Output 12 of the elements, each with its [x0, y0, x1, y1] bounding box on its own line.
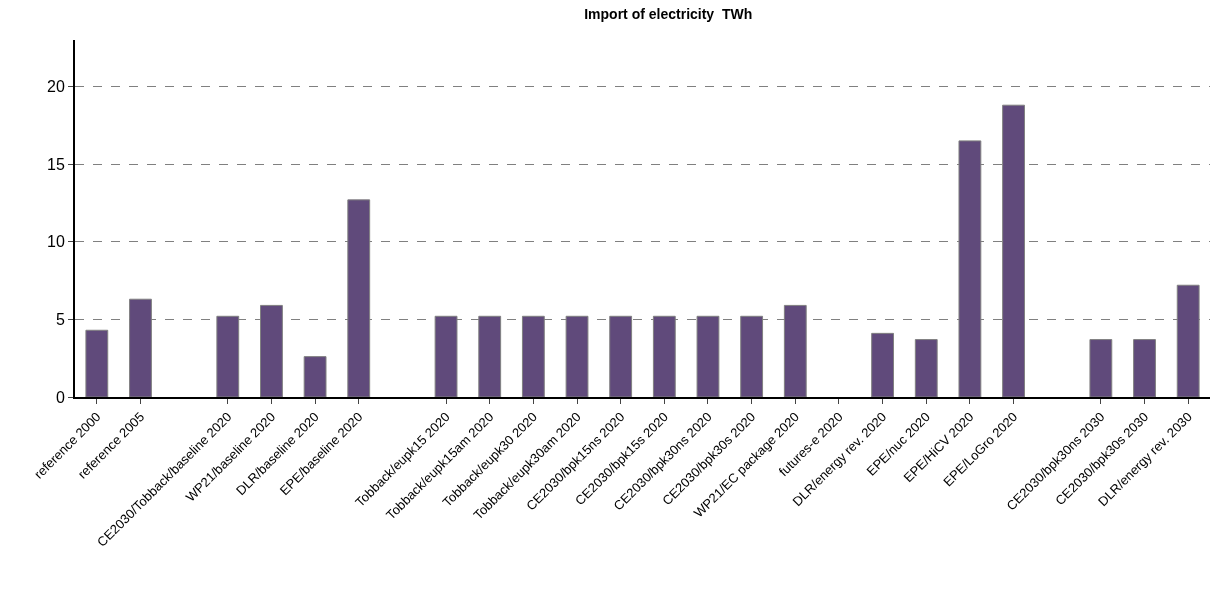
bar: [85, 329, 109, 397]
bar: [1133, 339, 1156, 397]
y-tick-label: 15: [47, 155, 65, 173]
bar: [871, 332, 895, 397]
bar: [303, 356, 327, 397]
y-tick-label: 10: [47, 233, 65, 251]
y-tick-label: 20: [47, 78, 65, 96]
chart-title: Import of electricity TWh: [584, 5, 753, 22]
bar: [1089, 339, 1113, 397]
bar: [914, 339, 938, 397]
y-tick-label: 5: [55, 310, 65, 328]
y-tick-label: 0: [55, 388, 65, 406]
